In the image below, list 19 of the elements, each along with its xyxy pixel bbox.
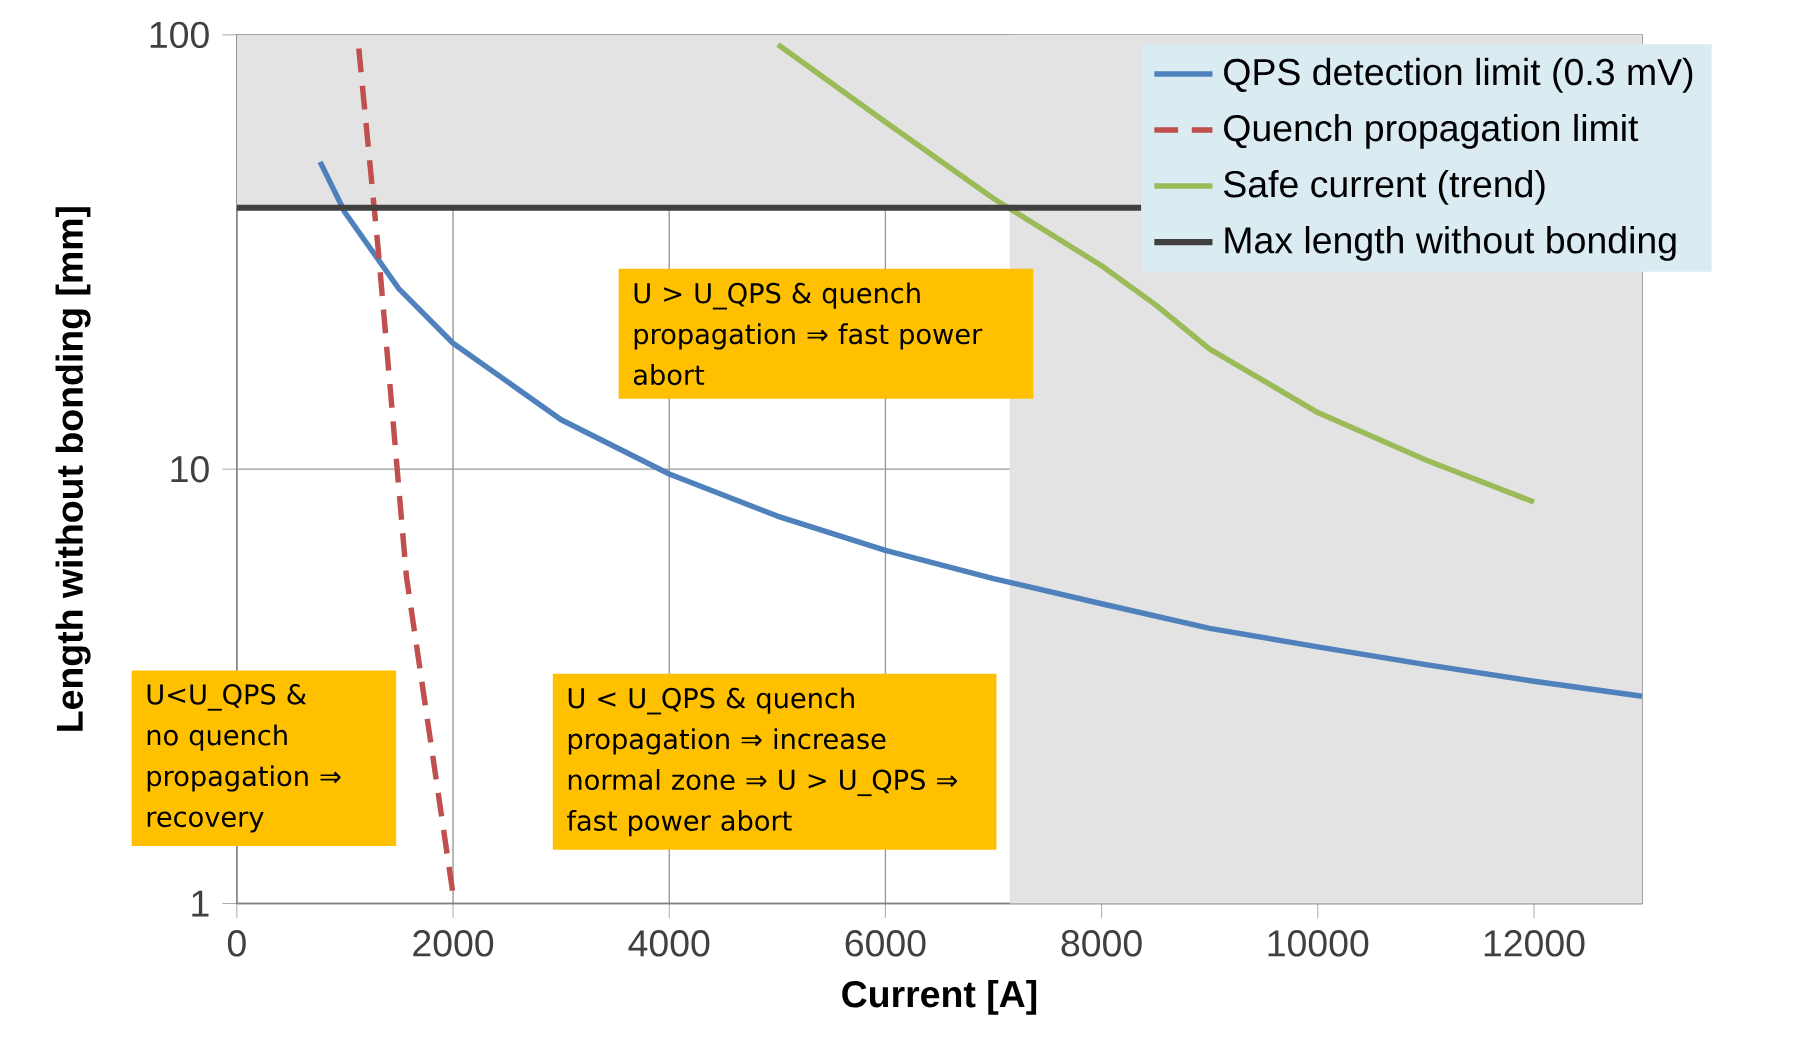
- y-tick-label: 10: [171, 455, 209, 483]
- annotation: U<U_QPS & no quench propagation ⇒ recovery: [147, 683, 341, 833]
- y-tick-label: 1: [192, 890, 209, 917]
- y-axis-title: Length without bonding [mm]: [55, 207, 91, 731]
- x-axis-title: Current [A]: [842, 979, 1037, 1015]
- legend-label: Safe current (trend): [1224, 169, 1545, 205]
- x-tick-label: 4000: [628, 929, 710, 957]
- x-tick-label: 6000: [845, 929, 926, 957]
- legend-label: QPS detection limit (0.3 mV): [1224, 57, 1693, 93]
- x-tick-label: 12000: [1484, 929, 1585, 957]
- legend-label: Quench propagation limit: [1224, 113, 1639, 149]
- annotation: U > U_QPS & quench propagation ⇒ fast power abort: [633, 282, 983, 385]
- y-tick-label: 100: [150, 21, 209, 48]
- x-tick-label: 8000: [1061, 929, 1142, 957]
- x-tick-label: 10000: [1268, 929, 1369, 957]
- x-tick-label: 2000: [413, 929, 494, 957]
- x-tick-label: 0: [227, 929, 246, 957]
- annotation: U < U_QPS & quench propagation ⇒ increase normal zone ⇒ U > U_QPS ⇒ fast power abort: [567, 687, 957, 837]
- legend-label: Max length without bonding: [1225, 225, 1676, 261]
